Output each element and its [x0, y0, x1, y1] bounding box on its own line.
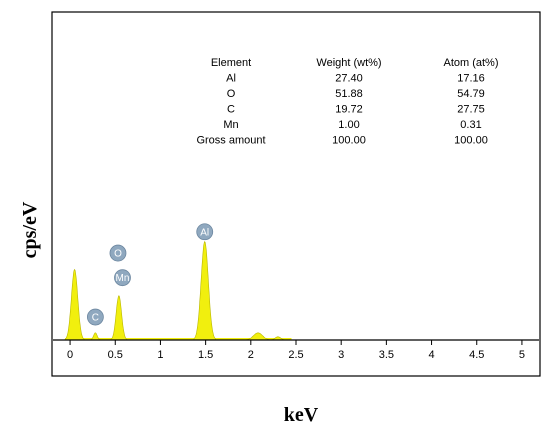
- x-tick-label: 0.5: [108, 349, 123, 361]
- x-tick-label: 4.5: [469, 349, 484, 361]
- x-tick-label: 5: [519, 349, 525, 361]
- table-cell: 17.16: [457, 73, 485, 85]
- plot-frame: [51, 11, 541, 377]
- table-cell: 100.00: [332, 135, 366, 147]
- element-marker: [109, 244, 127, 262]
- element-markers: C O Mn Al: [86, 223, 214, 326]
- table-cell: Gross amount: [196, 135, 265, 147]
- table-cell: 54.79: [457, 88, 485, 100]
- spectrum-peaks: [64, 240, 292, 341]
- x-tick-label: 1.5: [198, 349, 213, 361]
- element-marker-label: O: [114, 249, 122, 260]
- x-tick-label: 1: [157, 349, 163, 361]
- composition-table: Element Weight (wt%) Atom (at%) Al 27.40 17.1…: [196, 57, 498, 147]
- table-cell: 0.31: [460, 119, 481, 131]
- table-cell: 51.88: [335, 88, 363, 100]
- table-cell: Mn: [223, 119, 238, 131]
- x-axis-label: keV: [284, 404, 319, 426]
- element-marker-label: Mn: [116, 273, 130, 284]
- table-cell: 100.00: [454, 135, 488, 147]
- peak-2: [110, 295, 128, 341]
- x-tick-label: 3.5: [379, 349, 394, 361]
- table-cell: 27.75: [457, 104, 485, 116]
- table-cell: C: [227, 104, 235, 116]
- element-marker: [86, 308, 104, 326]
- table-header: Weight (wt%): [316, 57, 381, 69]
- spectrum-baseline: [65, 338, 292, 340]
- table-header: Element: [211, 57, 251, 69]
- element-marker: [196, 223, 214, 241]
- y-axis-label: cps/eV: [19, 201, 41, 258]
- element-marker-label: C: [92, 313, 99, 324]
- x-tick-label: 0: [67, 349, 73, 361]
- x-tick-label: 2.5: [288, 349, 303, 361]
- peak-3: [193, 240, 216, 341]
- x-tick-label: 4: [428, 349, 434, 361]
- x-axis-ticks: 0 0.5 1 1.5 2 2.5 3 3.5 4 4.5 5: [67, 340, 525, 361]
- table-cell: 19.72: [335, 104, 363, 116]
- x-tick-label: 2: [248, 349, 254, 361]
- element-marker-label: Al: [200, 227, 209, 238]
- table-cell: O: [227, 88, 236, 100]
- table-cell: Al: [226, 73, 236, 85]
- peak-0: [64, 268, 85, 341]
- element-marker: [114, 269, 131, 287]
- table-cell: 1.00: [338, 119, 359, 131]
- table-cell: 27.40: [335, 73, 363, 85]
- x-tick-label: 3: [338, 349, 344, 361]
- table-header: Atom (at%): [443, 57, 498, 69]
